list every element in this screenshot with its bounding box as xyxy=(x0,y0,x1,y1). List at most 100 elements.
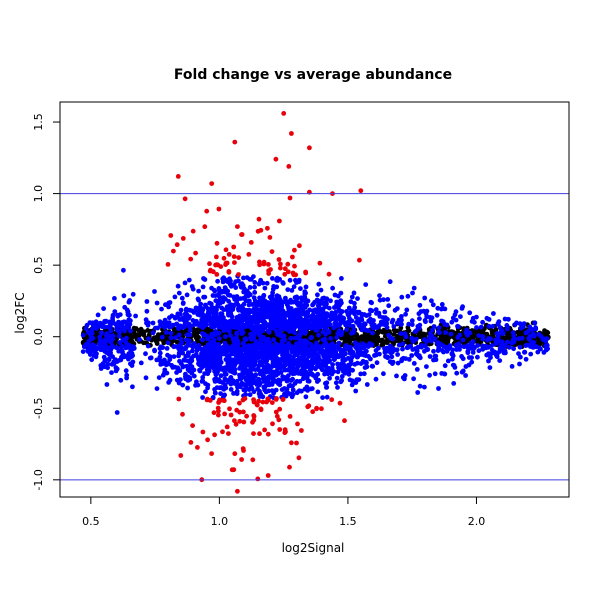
red-data-point xyxy=(241,419,247,425)
blue-data-point xyxy=(211,337,217,343)
blue-data-point xyxy=(385,348,391,354)
black-data-point xyxy=(362,332,368,337)
red-data-point xyxy=(214,254,219,260)
blue-data-point xyxy=(251,315,257,321)
blue-data-point xyxy=(389,354,395,360)
red-data-point xyxy=(248,240,254,245)
blue-data-point xyxy=(108,328,114,334)
black-data-point xyxy=(225,337,231,343)
blue-data-point xyxy=(251,295,257,301)
blue-data-point xyxy=(199,346,204,352)
blue-data-point xyxy=(169,313,175,319)
blue-data-point xyxy=(450,315,456,321)
blue-data-point xyxy=(364,360,369,366)
red-data-point xyxy=(195,445,200,450)
blue-data-point xyxy=(121,293,127,299)
blue-data-point xyxy=(239,303,245,309)
blue-data-point xyxy=(325,370,331,376)
blue-data-point xyxy=(298,295,304,301)
blue-data-point xyxy=(480,336,486,342)
blue-data-point xyxy=(170,365,176,370)
black-data-point xyxy=(480,330,486,335)
blue-data-point xyxy=(476,348,482,354)
blue-data-point xyxy=(290,359,295,365)
blue-data-point xyxy=(174,370,180,375)
black-data-point xyxy=(464,338,470,344)
red-data-point xyxy=(237,418,243,424)
blue-data-point xyxy=(211,365,217,370)
blue-data-point xyxy=(436,329,441,335)
blue-data-point xyxy=(102,340,108,346)
blue-data-point xyxy=(237,313,243,319)
blue-data-point xyxy=(341,362,347,368)
red-data-point xyxy=(234,407,240,413)
blue-data-point xyxy=(248,372,254,377)
blue-data-point xyxy=(101,306,106,311)
blue-data-point xyxy=(212,288,218,294)
blue-data-point xyxy=(328,298,333,304)
blue-data-point xyxy=(388,343,393,349)
blue-data-point xyxy=(204,352,210,358)
blue-data-point xyxy=(243,336,249,342)
blue-data-point xyxy=(92,347,97,353)
blue-data-point xyxy=(280,308,286,314)
blue-data-point xyxy=(475,354,480,360)
blue-data-point xyxy=(461,344,467,350)
black-data-point xyxy=(196,335,202,340)
blue-data-point xyxy=(377,297,383,303)
blue-data-point xyxy=(333,351,339,357)
blue-data-point xyxy=(101,354,107,360)
blue-data-point xyxy=(176,290,182,296)
blue-data-point xyxy=(224,343,230,349)
red-data-point xyxy=(235,488,240,494)
blue-data-point xyxy=(427,354,433,359)
blue-data-point xyxy=(463,364,469,369)
blue-data-point xyxy=(496,319,502,324)
blue-data-point xyxy=(511,346,516,352)
blue-data-point xyxy=(395,360,401,366)
red-data-point xyxy=(228,412,234,418)
blue-data-point xyxy=(485,337,490,343)
blue-data-point xyxy=(244,377,250,383)
blue-data-point xyxy=(292,323,297,329)
blue-data-point xyxy=(205,336,211,342)
blue-data-point xyxy=(180,382,186,388)
blue-data-point xyxy=(279,387,285,392)
blue-data-point xyxy=(314,340,319,346)
blue-data-point xyxy=(264,312,270,318)
blue-data-point xyxy=(216,353,222,359)
blue-data-point xyxy=(470,350,476,355)
red-data-point xyxy=(265,431,271,437)
blue-data-point xyxy=(289,349,295,355)
blue-data-point xyxy=(413,351,419,357)
blue-data-point xyxy=(258,344,264,349)
blue-data-point xyxy=(256,281,262,287)
blue-data-point xyxy=(335,361,340,367)
blue-data-point xyxy=(157,354,163,360)
blue-data-point xyxy=(390,317,396,323)
black-data-point xyxy=(354,335,360,340)
blue-data-point xyxy=(330,362,335,367)
black-data-point xyxy=(379,337,385,343)
blue-data-point xyxy=(285,373,291,379)
blue-data-point xyxy=(252,351,258,357)
blue-data-point xyxy=(436,386,441,391)
red-data-point xyxy=(215,262,221,268)
blue-data-point xyxy=(489,343,495,348)
blue-data-point xyxy=(512,336,518,342)
blue-data-point xyxy=(264,280,270,286)
blue-data-point xyxy=(314,297,320,303)
blue-data-point xyxy=(187,314,192,319)
blue-data-point xyxy=(201,319,207,325)
blue-data-point xyxy=(286,323,292,329)
blue-data-point xyxy=(187,323,193,329)
blue-data-point xyxy=(241,387,247,393)
blue-data-point xyxy=(457,344,463,349)
blue-data-point xyxy=(404,307,410,313)
blue-data-point xyxy=(240,330,246,336)
blue-data-point xyxy=(243,392,249,397)
blue-data-point xyxy=(344,309,349,314)
blue-data-point xyxy=(427,372,432,378)
blue-data-point xyxy=(249,325,254,331)
blue-data-point xyxy=(414,367,420,372)
